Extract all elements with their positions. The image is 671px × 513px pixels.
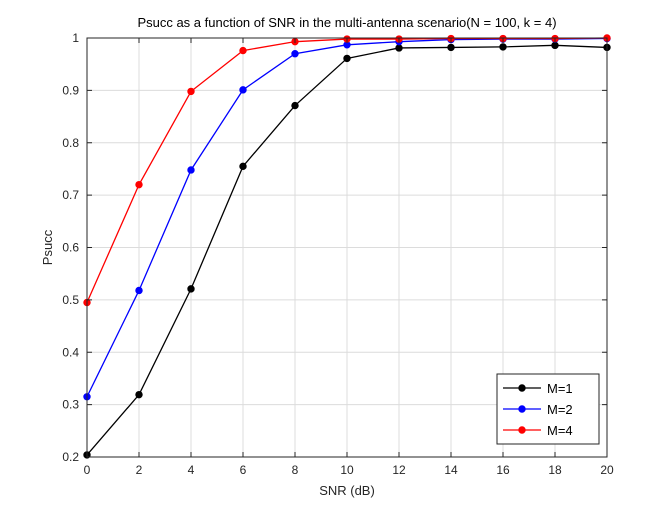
data-point [395,44,403,52]
data-point [135,390,143,399]
data-point [239,162,247,171]
legend-marker [518,405,526,413]
data-point [187,166,195,174]
data-point [447,43,455,52]
data-point [291,50,299,58]
legend-label: M=2 [547,402,573,417]
data-point [499,43,507,51]
data-point [343,54,351,63]
y-tick-label: 0.7 [62,188,79,202]
legend-label: M=1 [547,381,573,396]
x-tick-label: 18 [548,463,562,477]
y-tick-label: 0.5 [62,293,79,307]
y-tick-label: 1 [72,31,79,45]
legend-item: M=2 [503,402,573,417]
y-axis-title: Psucc [40,229,55,265]
x-axis-title: SNR (dB) [319,483,375,498]
x-tick-label: 20 [600,463,614,477]
legend-item: M=4 [503,423,573,438]
x-tick-label: 16 [496,463,510,477]
y-tick-label: 0.3 [62,398,79,412]
data-point [291,101,299,110]
x-tick-label: 8 [292,463,299,477]
y-tick-label: 0.2 [62,450,79,464]
legend-marker [518,384,526,392]
chart-title: Psucc as a function of SNR in the multi-… [137,15,556,30]
x-tick-label: 6 [240,463,247,477]
x-tick-label: 14 [444,463,458,477]
data-point [135,180,143,189]
legend-item: M=1 [503,381,573,396]
y-tick-label: 0.4 [62,345,79,359]
series-m-1 [83,41,611,459]
data-point [135,286,143,295]
axis-ticks: 0 2 4 6 8 10 12 14 16 18 20 0.2 0.3 0.4 0.5 0.6 0.7 0.8 0.… [62,31,614,477]
x-tick-label: 12 [392,463,406,477]
x-tick-label: 2 [136,463,143,477]
legend-marker [518,426,526,434]
x-tick-label: 4 [188,463,195,477]
y-tick-label: 0.9 [62,83,79,97]
legend-label: M=4 [547,423,573,438]
x-tick-label: 0 [84,463,91,477]
data-point [239,86,247,94]
y-tick-label: 0.6 [62,241,79,255]
data-point [239,46,247,55]
x-tick-label: 10 [340,463,354,477]
legend: M=1 M=2 M=4 [496,373,600,445]
data-point [187,87,195,96]
data-point [187,285,195,293]
y-tick-label: 0.8 [62,136,79,150]
data-point [551,41,559,50]
